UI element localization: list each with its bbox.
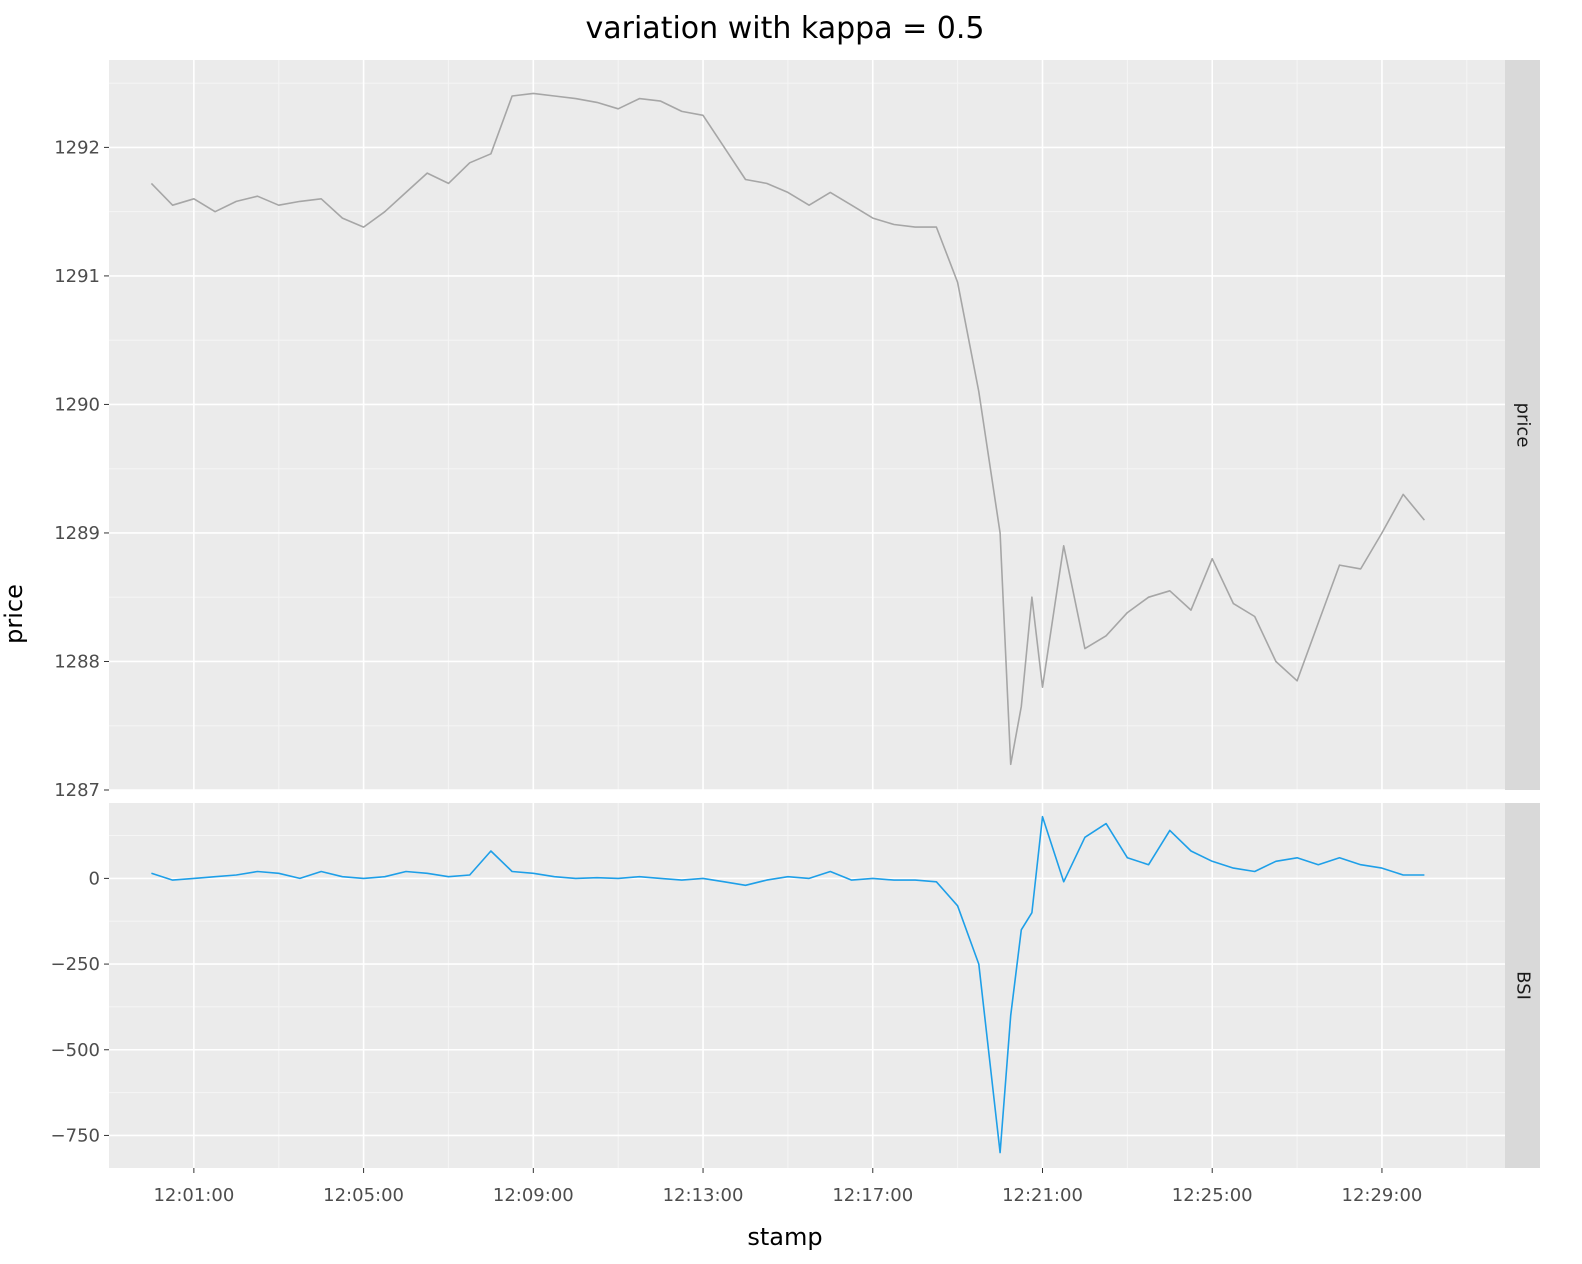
facet-strip [1505,803,1540,1168]
x-tick-label: 12:13:00 [663,1185,744,1206]
x-tick-label: 12:29:00 [1342,1185,1423,1206]
facet-strip-label: price [1513,403,1534,448]
x-tick-label: 12:05:00 [323,1185,404,1206]
x-tick-label: 12:17:00 [832,1185,913,1206]
panel-background [109,60,1505,790]
y-tick-label: −750 [51,1125,100,1146]
x-tick-label: 12:09:00 [493,1185,574,1206]
panel-price: 1287 1288 1289 1290 1291 1292 price [54,60,1540,801]
y-axis-title: price [0,584,28,644]
y-tick-label: 1288 [54,651,100,672]
panel-bsi: −750 −500 −250 0 BSI 12:01:00 12:05:00 12:09:00… [51,803,1540,1206]
y-tick-label: 1289 [54,523,100,544]
x-tick-label: 12:01:00 [153,1185,234,1206]
chart-title: variation with kappa = 0.5 [586,11,985,46]
series-line-price [150,92,1426,766]
y-tick-label: 1291 [54,266,100,287]
facet-strip-label: BSI [1513,971,1534,1000]
series-line-bsi [151,815,1425,1154]
x-tick-label: 12:25:00 [1172,1185,1253,1206]
x-axis-title: stamp [747,1223,822,1251]
y-tick-label: 0 [89,868,100,889]
y-tick-label: −250 [51,954,100,975]
x-tick-label: 12:21:00 [1002,1185,1083,1206]
y-tick-label: −500 [51,1040,100,1061]
y-tick-label: 1292 [54,137,100,158]
facet-strip [1505,60,1540,790]
y-tick-label: 1287 [54,780,100,801]
y-tick-label: 1290 [54,394,100,415]
